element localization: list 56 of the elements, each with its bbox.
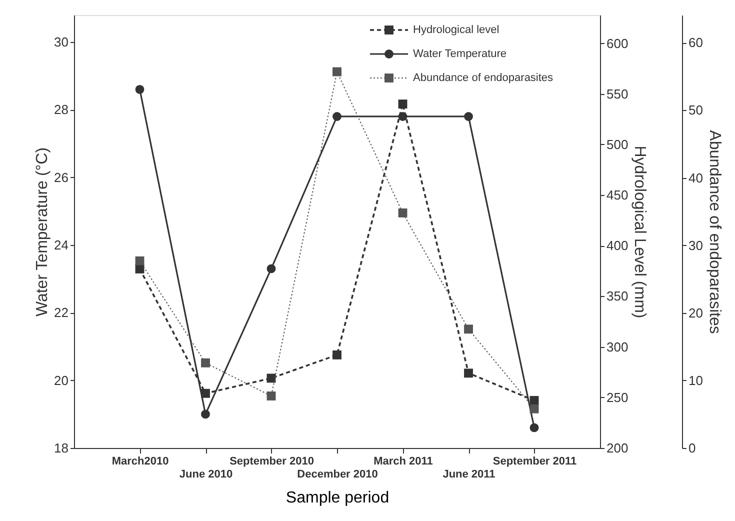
y3-tick-label: 30 <box>688 238 703 253</box>
y3-tick-label: 0 <box>688 440 696 456</box>
point <box>530 404 539 414</box>
x-tick-label: December 2010 <box>297 468 378 480</box>
y3-tick-label: 50 <box>688 102 703 118</box>
x-tick-label: September 2011 <box>492 456 577 468</box>
point <box>332 112 342 121</box>
point <box>332 350 342 360</box>
y3-tick-label: 20 <box>688 305 703 320</box>
point <box>530 396 539 405</box>
point <box>266 392 276 400</box>
legend-label: Abundance of endoparasites <box>413 72 554 84</box>
y3-tick-label: 40 <box>688 170 703 186</box>
y2-tick-label: 250 <box>606 390 628 405</box>
y-axis-title: Water Temperature (°C) <box>34 147 52 317</box>
point <box>201 410 210 419</box>
y2-tick-label: 500 <box>606 136 628 152</box>
point <box>266 374 276 383</box>
y2-tick-label: 600 <box>606 36 628 51</box>
y-tick-label: 22 <box>54 305 68 320</box>
point <box>201 358 210 368</box>
y2-axis-title: Hydrological Level (mm) <box>631 146 648 318</box>
point <box>530 423 539 432</box>
y3-axis-title: Abundance of endoparasites <box>706 130 723 334</box>
y-tick-label: 18 <box>54 440 68 456</box>
y2-tick-label: 300 <box>606 339 628 354</box>
point <box>201 388 210 398</box>
legend-label: Hydrological level <box>413 24 500 36</box>
point <box>266 264 276 274</box>
point <box>135 256 144 266</box>
point <box>464 368 473 378</box>
y3-tick-label: 60 <box>688 35 703 50</box>
y-tick-label: 26 <box>54 170 68 185</box>
y-tick-label: 24 <box>54 238 68 253</box>
point <box>464 112 473 121</box>
x-tick-label: March 2011 <box>374 456 433 468</box>
y-tick-label: 20 <box>54 372 68 388</box>
y2-tick-label: 450 <box>606 188 628 203</box>
y2-tick-label: 350 <box>606 288 628 304</box>
y-tick-label: 28 <box>54 102 68 118</box>
legend-label: Water Temperature <box>413 48 507 60</box>
point <box>464 324 473 334</box>
point <box>135 84 144 94</box>
y-tick-label: 30 <box>54 34 68 50</box>
point <box>398 208 408 218</box>
x-tick-label: March2010 <box>112 456 169 468</box>
y3-tick-label: 10 <box>688 372 703 388</box>
point <box>332 67 342 76</box>
y2-tick-label: 550 <box>606 86 628 102</box>
x-tick-label: June 2011 <box>442 468 496 480</box>
point <box>398 100 408 108</box>
x-axis-title: Sample period <box>286 490 390 506</box>
x-tick-label: September 2010 <box>230 456 314 468</box>
x-tick-label: June 2010 <box>179 468 233 480</box>
y2-tick-label: 400 <box>606 238 628 254</box>
y2-tick-label: 200 <box>606 440 628 456</box>
